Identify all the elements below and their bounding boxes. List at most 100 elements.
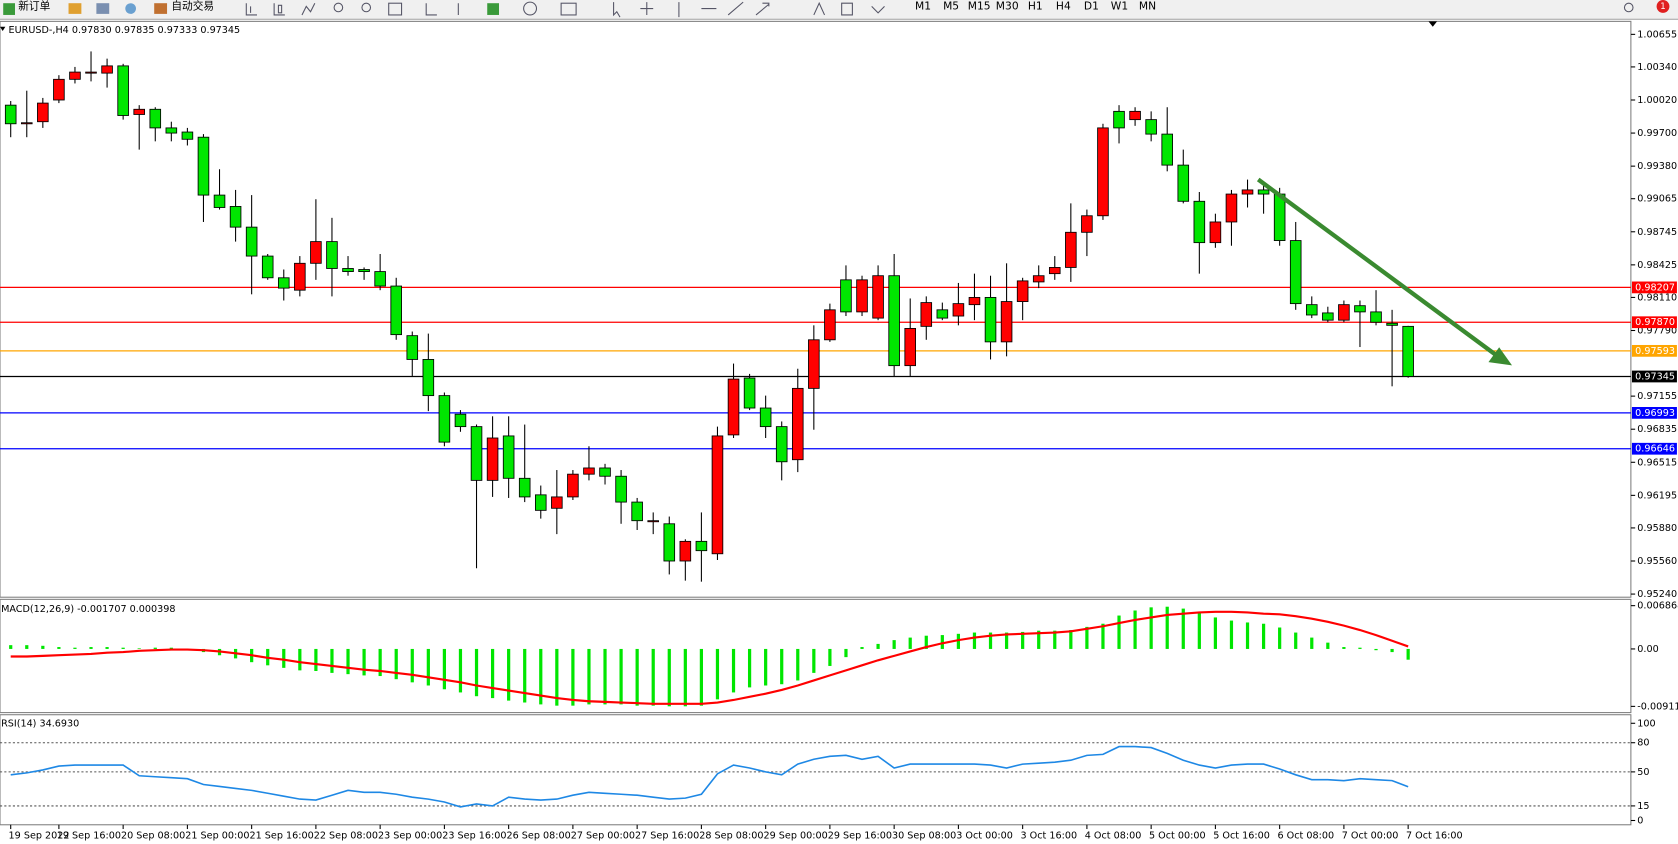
- y-tick-label: 0.006868: [1637, 601, 1678, 612]
- macd-bar: [1085, 626, 1089, 649]
- candle-body: [342, 268, 354, 273]
- y-tick-label: 0: [1637, 815, 1643, 826]
- macd-bar: [908, 637, 912, 649]
- y-tick-label: 1.00020: [1637, 95, 1677, 106]
- y-tick-label: 0.95880: [1637, 523, 1677, 534]
- draw-tools[interactable]: [640, 1, 770, 18]
- toolbar-icon[interactable]: [125, 3, 136, 14]
- candle-body: [920, 302, 933, 327]
- macd-bar: [1197, 612, 1201, 649]
- y-tick-label: 0.95560: [1637, 556, 1677, 567]
- candle-body: [486, 437, 499, 481]
- macd-bar: [1278, 627, 1282, 649]
- macd-bar: [1342, 647, 1346, 649]
- new-order-button[interactable]: 新订单: [18, 0, 50, 12]
- candle-body: [358, 269, 370, 273]
- candle-body: [85, 71, 97, 74]
- timeframe-button[interactable]: W1: [1111, 0, 1128, 12]
- zoom-out-icon[interactable]: [361, 2, 372, 13]
- macd-bar: [1165, 606, 1169, 649]
- macd-bar: [956, 633, 961, 649]
- timeframe-button[interactable]: M30: [996, 0, 1019, 12]
- candle-body: [1402, 325, 1414, 377]
- macd-bar: [1149, 607, 1153, 649]
- macd-bar: [844, 648, 848, 658]
- candle-body: [1161, 133, 1173, 166]
- line-chart-icon[interactable]: [301, 2, 316, 16]
- candle-body: [647, 520, 659, 523]
- timeframe-button[interactable]: H1: [1028, 0, 1043, 12]
- auto-trading-button[interactable]: 自动交易: [171, 0, 214, 12]
- price-level-label-bg: [1631, 442, 1677, 455]
- candle-body: [551, 496, 563, 509]
- auto-trading-icon[interactable]: [154, 3, 168, 14]
- x-tick-label: 21 Sep 00:00: [185, 830, 249, 841]
- macd-bar: [410, 648, 414, 683]
- timeframe-button[interactable]: M1: [915, 0, 931, 12]
- candle-body: [1386, 322, 1398, 326]
- zoom-in-icon[interactable]: [333, 2, 344, 13]
- candle-body: [1032, 275, 1045, 283]
- macd-bar: [555, 648, 559, 706]
- candle-body: [583, 467, 595, 475]
- candle-body: [1370, 311, 1382, 323]
- timeframe-button[interactable]: D1: [1084, 0, 1099, 12]
- candle-body: [470, 426, 483, 481]
- scroll-icon[interactable]: [425, 3, 459, 16]
- candle-body: [53, 78, 65, 101]
- y-tick-label: 0.00: [1637, 644, 1658, 655]
- tile-icon[interactable]: [388, 2, 403, 16]
- candle-body: [1289, 240, 1302, 305]
- shift-marker: [1428, 21, 1438, 27]
- price-level-label-bg: [1631, 370, 1677, 383]
- candle-body: [1081, 215, 1093, 233]
- new-order-icon[interactable]: [3, 3, 15, 15]
- candle-body: [599, 467, 611, 477]
- chart-title: EURUSD-,H4 0.97830 0.97835 0.97333 0.973…: [9, 25, 241, 36]
- macd-bar: [1037, 630, 1041, 649]
- candle-body: [615, 475, 627, 503]
- candle-body: [1273, 193, 1286, 241]
- candle-body: [277, 277, 290, 289]
- candle-body: [1065, 231, 1077, 268]
- price-level-label: 0.96993: [1635, 408, 1675, 419]
- candle-body: [101, 65, 113, 74]
- price-level-label-bg: [1631, 281, 1677, 294]
- macd-bar: [780, 648, 784, 685]
- bar-chart-icon[interactable]: [245, 3, 258, 16]
- timeframe-button[interactable]: M15: [968, 0, 991, 12]
- toolbar-icon[interactable]: [96, 3, 110, 14]
- candle-body: [1209, 221, 1222, 244]
- x-tick-label: 27 Sep 00:00: [571, 830, 635, 841]
- macd-bar: [1310, 637, 1314, 649]
- macd-bar: [667, 648, 671, 707]
- periods-icon[interactable]: [523, 1, 538, 16]
- search-icon[interactable]: [1623, 2, 1634, 13]
- notification-badge[interactable]: [1656, 0, 1670, 13]
- macd-bar: [1133, 610, 1137, 649]
- toolbar-icons: [245, 1, 1634, 18]
- candle-body: [245, 226, 258, 257]
- templates-icon[interactable]: [560, 2, 577, 16]
- indicators-icon[interactable]: [487, 3, 500, 15]
- candle-body: [197, 136, 210, 196]
- cursor-icon[interactable]: [613, 2, 621, 18]
- y-tick-label: -0.009114: [1637, 701, 1678, 712]
- candle-body: [631, 501, 643, 522]
- macd-bar: [812, 648, 816, 673]
- x-tick-label: 3 Oct 00:00: [956, 830, 1013, 841]
- timeframe-button[interactable]: M5: [943, 0, 959, 12]
- toolbar-icon[interactable]: [68, 3, 82, 14]
- timeframe-button[interactable]: MN: [1139, 0, 1156, 12]
- candle-chart-icon[interactable]: [273, 3, 285, 16]
- macd-bar: [73, 647, 77, 649]
- candle-body: [888, 275, 900, 367]
- candle-body: [133, 108, 145, 115]
- x-tick-label: 7 Oct 00:00: [1342, 830, 1399, 841]
- macd-bar: [442, 648, 447, 690]
- candle-body: [872, 275, 884, 319]
- timeframe-button[interactable]: H4: [1056, 0, 1071, 12]
- draw-tools-2[interactable]: [813, 1, 885, 16]
- candle-body: [1177, 164, 1190, 202]
- candle-body: [759, 407, 772, 428]
